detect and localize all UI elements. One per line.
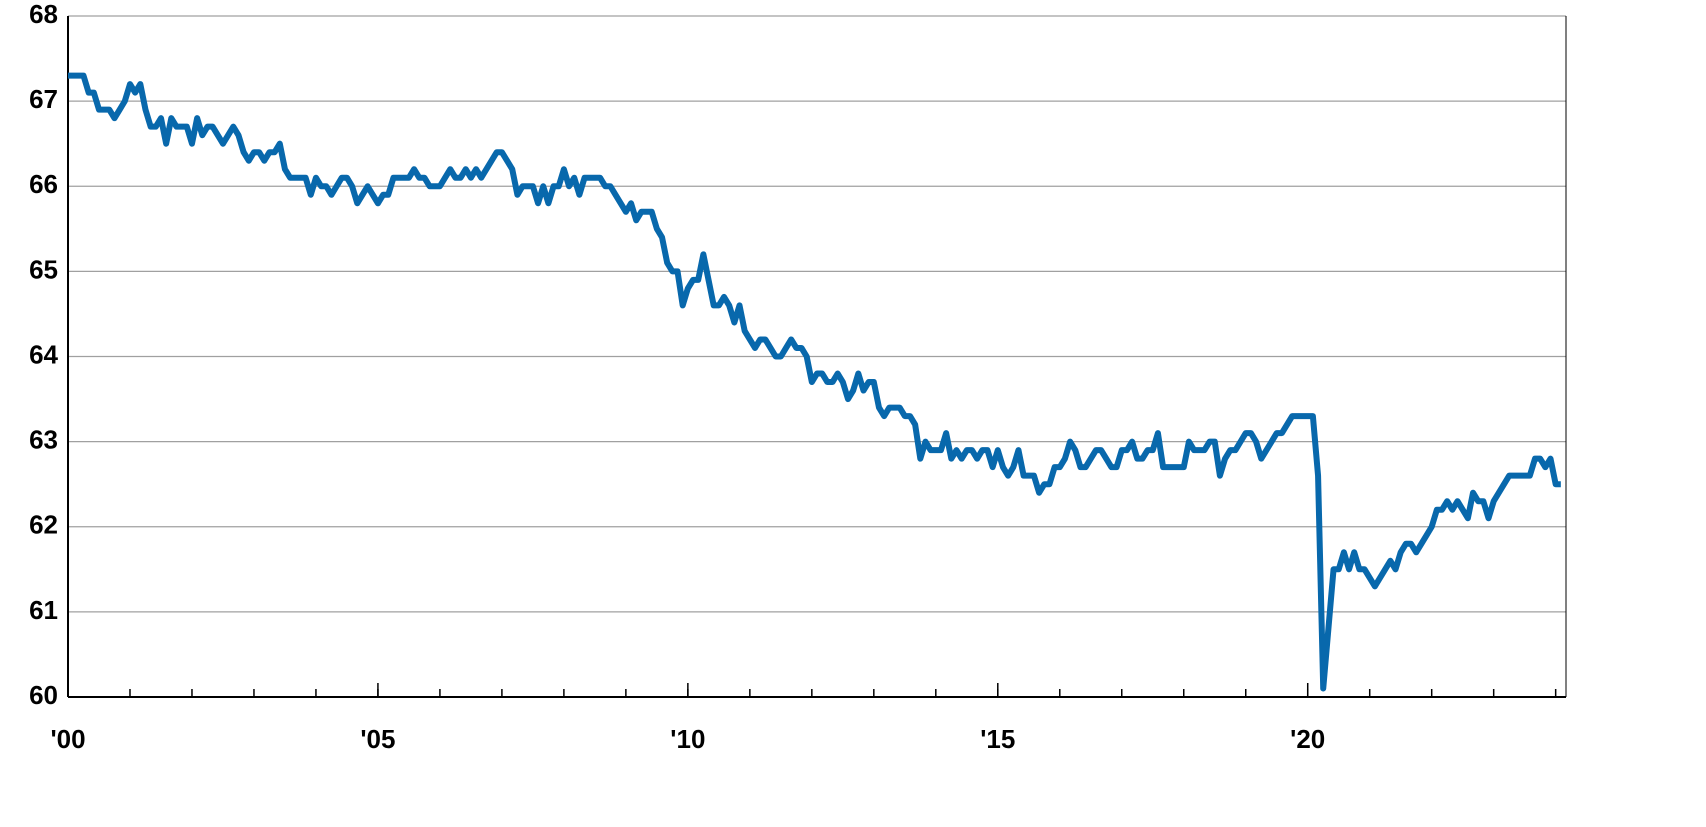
y-tick-label: 67	[29, 84, 58, 114]
x-tick-label: '10	[670, 724, 705, 754]
y-tick-label: 61	[29, 595, 58, 625]
data-line	[68, 72, 1561, 692]
x-tick-label: '15	[980, 724, 1015, 754]
y-tick-label: 66	[29, 169, 58, 199]
x-tick-label: '00	[50, 724, 85, 754]
y-tick-label: 60	[29, 680, 58, 710]
x-tick-label: '20	[1290, 724, 1325, 754]
y-tick-label: 62	[29, 510, 58, 540]
y-tick-label: 68	[29, 0, 58, 29]
x-tick-label: '05	[360, 724, 395, 754]
y-tick-label: 63	[29, 425, 58, 455]
y-tick-label: 64	[29, 339, 58, 369]
y-tick-label: 65	[29, 254, 58, 284]
